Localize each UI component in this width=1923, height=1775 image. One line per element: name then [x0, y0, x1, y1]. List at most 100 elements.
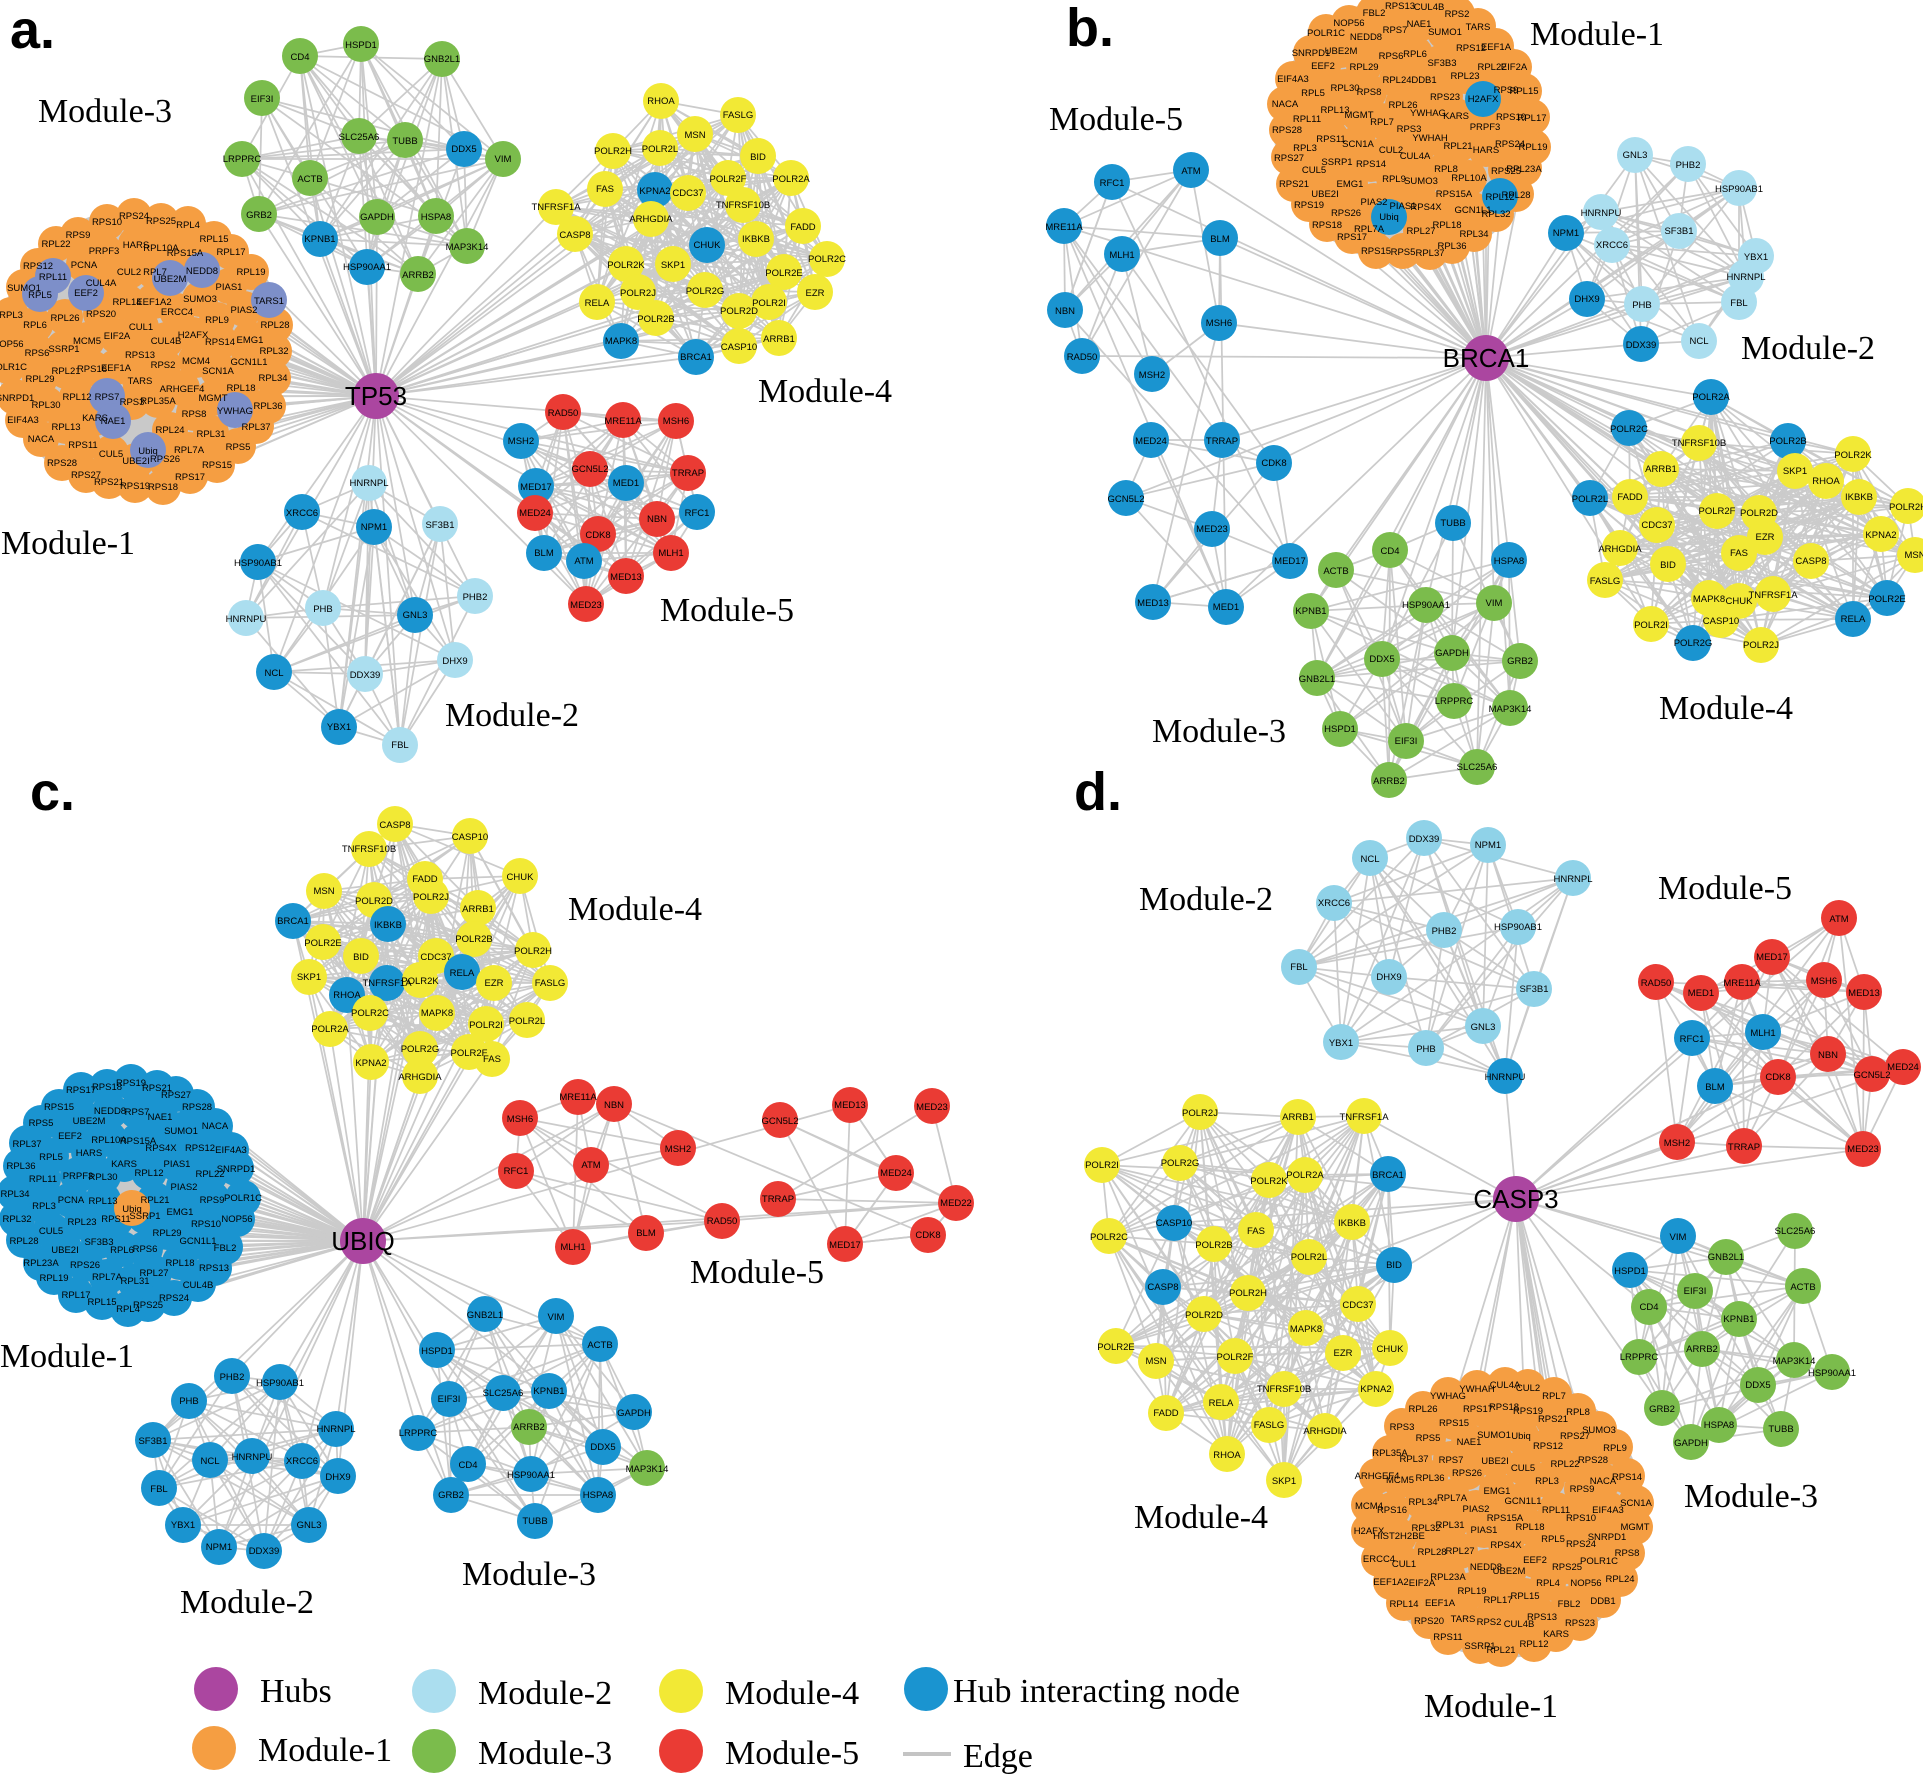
svg-text:TUBB: TUBB: [1768, 1424, 1793, 1435]
svg-text:CHUK: CHUK: [694, 240, 722, 251]
svg-text:PIAS2: PIAS2: [171, 1182, 198, 1193]
svg-text:NPM1: NPM1: [1475, 840, 1501, 851]
svg-text:RELA: RELA: [1209, 1398, 1234, 1409]
svg-text:CUL4A: CUL4A: [1490, 1380, 1521, 1391]
svg-text:FADD: FADD: [790, 222, 815, 233]
svg-text:MGMT: MGMT: [1344, 110, 1373, 121]
svg-text:RPL27: RPL27: [1406, 226, 1435, 237]
svg-text:HARS: HARS: [76, 1148, 102, 1159]
svg-text:RPL7A: RPL7A: [1354, 224, 1385, 235]
svg-text:RPL19: RPL19: [1518, 142, 1547, 153]
svg-text:TNFRSF10B: TNFRSF10B: [716, 200, 770, 211]
svg-text:MSH6: MSH6: [1811, 976, 1837, 987]
svg-text:HSPA8: HSPA8: [583, 1490, 613, 1501]
svg-text:FAS: FAS: [1730, 548, 1748, 559]
svg-text:SF3B3: SF3B3: [84, 1237, 113, 1248]
svg-text:CUL4B: CUL4B: [1414, 2, 1445, 13]
svg-text:TNFRSF1A: TNFRSF1A: [362, 978, 412, 989]
svg-text:SUMO3: SUMO3: [183, 294, 217, 305]
svg-text:Hub interacting node: Hub interacting node: [953, 1673, 1240, 1710]
svg-text:RPS12: RPS12: [185, 1143, 215, 1154]
svg-text:MRE11A: MRE11A: [1045, 222, 1083, 233]
svg-text:MGMT: MGMT: [198, 393, 227, 404]
svg-text:MCM5: MCM5: [73, 336, 101, 347]
svg-text:MSH2: MSH2: [665, 1144, 691, 1155]
svg-text:RPS25: RPS25: [1491, 166, 1521, 177]
svg-text:POLR1C: POLR1C: [0, 362, 27, 373]
svg-text:RPS27: RPS27: [71, 470, 101, 481]
svg-text:RPS15: RPS15: [1439, 1418, 1469, 1429]
svg-text:EIF3I: EIF3I: [251, 94, 274, 105]
svg-text:RPS11: RPS11: [1433, 1632, 1462, 1643]
svg-text:HSPA8: HSPA8: [1704, 1420, 1734, 1431]
svg-text:HIST2H2BE: HIST2H2BE: [1373, 1531, 1425, 1542]
svg-text:ERCC4: ERCC4: [161, 307, 193, 318]
svg-text:POLR2G: POLR2G: [1161, 1158, 1200, 1169]
svg-text:RPL23A: RPL23A: [1430, 1572, 1466, 1583]
svg-text:RPL9: RPL9: [1603, 1443, 1627, 1454]
svg-text:EIF3I: EIF3I: [1395, 736, 1418, 747]
svg-text:UBE2M: UBE2M: [1325, 46, 1358, 57]
svg-text:RPS10: RPS10: [1496, 112, 1526, 123]
svg-text:Module-5: Module-5: [1658, 870, 1792, 907]
svg-text:MED1: MED1: [1213, 602, 1239, 613]
svg-text:POLR2A: POLR2A: [1692, 392, 1730, 403]
svg-text:PHB: PHB: [1632, 300, 1652, 311]
svg-text:RPS7: RPS7: [125, 1107, 150, 1118]
svg-text:CUL2: CUL2: [1516, 1383, 1540, 1394]
svg-text:MAP3K14: MAP3K14: [446, 242, 489, 253]
svg-text:RPL24: RPL24: [1382, 75, 1411, 86]
svg-text:ARHGDIA: ARHGDIA: [1303, 1426, 1347, 1437]
svg-text:EEF1A2: EEF1A2: [136, 297, 171, 308]
svg-text:c.: c.: [30, 762, 75, 822]
svg-text:DDB1: DDB1: [1411, 75, 1436, 86]
svg-text:RPL28: RPL28: [1417, 1547, 1446, 1558]
svg-text:GCN1L1: GCN1L1: [180, 1236, 217, 1247]
svg-text:LRPPRC: LRPPRC: [1620, 1352, 1659, 1363]
svg-text:H2AFX: H2AFX: [1354, 1526, 1385, 1537]
svg-text:RPL29: RPL29: [1349, 62, 1378, 73]
svg-text:CUL5: CUL5: [99, 449, 123, 460]
svg-text:UBIQ: UBIQ: [331, 1226, 395, 1256]
svg-text:RPL24: RPL24: [1605, 1574, 1634, 1585]
svg-text:POLR2F: POLR2F: [710, 174, 747, 185]
svg-text:RPL15: RPL15: [1509, 86, 1538, 97]
svg-text:RPS28: RPS28: [1272, 125, 1302, 136]
svg-text:FBL2: FBL2: [214, 1243, 237, 1254]
svg-text:ARHGDIA: ARHGDIA: [1598, 544, 1642, 555]
svg-text:RPS17: RPS17: [1337, 232, 1367, 243]
svg-text:RPS6: RPS6: [1379, 51, 1404, 62]
svg-text:BID: BID: [1386, 1260, 1402, 1271]
svg-text:HNRNPL: HNRNPL: [349, 478, 388, 489]
svg-text:RPL18: RPL18: [1515, 1522, 1544, 1533]
svg-text:SNRPD1: SNRPD1: [217, 1164, 256, 1175]
svg-text:SLC25A6: SLC25A6: [1775, 1226, 1816, 1237]
svg-text:VIM: VIM: [548, 1312, 565, 1323]
svg-text:Ubiq: Ubiq: [1379, 212, 1399, 223]
svg-text:PIAS2: PIAS2: [231, 305, 258, 316]
svg-text:MED13: MED13: [610, 572, 642, 583]
svg-text:CD4: CD4: [1380, 546, 1399, 557]
svg-text:TRRAP: TRRAP: [1206, 436, 1238, 447]
svg-text:RPS25: RPS25: [1552, 1562, 1582, 1573]
svg-text:HSPD1: HSPD1: [345, 40, 377, 51]
svg-text:EEF2: EEF2: [1311, 61, 1335, 72]
svg-text:Module-3: Module-3: [1152, 713, 1286, 750]
svg-text:TP53: TP53: [345, 381, 407, 411]
svg-text:CUL1: CUL1: [1392, 1559, 1416, 1570]
svg-text:RPL18: RPL18: [1432, 220, 1461, 231]
svg-text:CDC37: CDC37: [1641, 520, 1672, 531]
svg-text:HSPA8: HSPA8: [1494, 556, 1524, 567]
svg-text:MSH6: MSH6: [1206, 318, 1232, 329]
svg-text:GRB2: GRB2: [438, 1490, 464, 1501]
svg-text:HNRNPL: HNRNPL: [316, 1424, 355, 1435]
svg-text:TARS: TARS: [1451, 1614, 1476, 1625]
svg-text:FASLG: FASLG: [535, 978, 566, 989]
svg-text:EEF2: EEF2: [1523, 1555, 1547, 1566]
svg-text:POLR2E: POLR2E: [765, 268, 803, 279]
svg-text:MRE11A: MRE11A: [604, 416, 642, 427]
svg-text:RPS21: RPS21: [1279, 179, 1309, 190]
svg-text:RPS20: RPS20: [86, 309, 116, 320]
svg-text:EMG1: EMG1: [237, 335, 264, 346]
svg-text:GAPDH: GAPDH: [1435, 648, 1469, 659]
